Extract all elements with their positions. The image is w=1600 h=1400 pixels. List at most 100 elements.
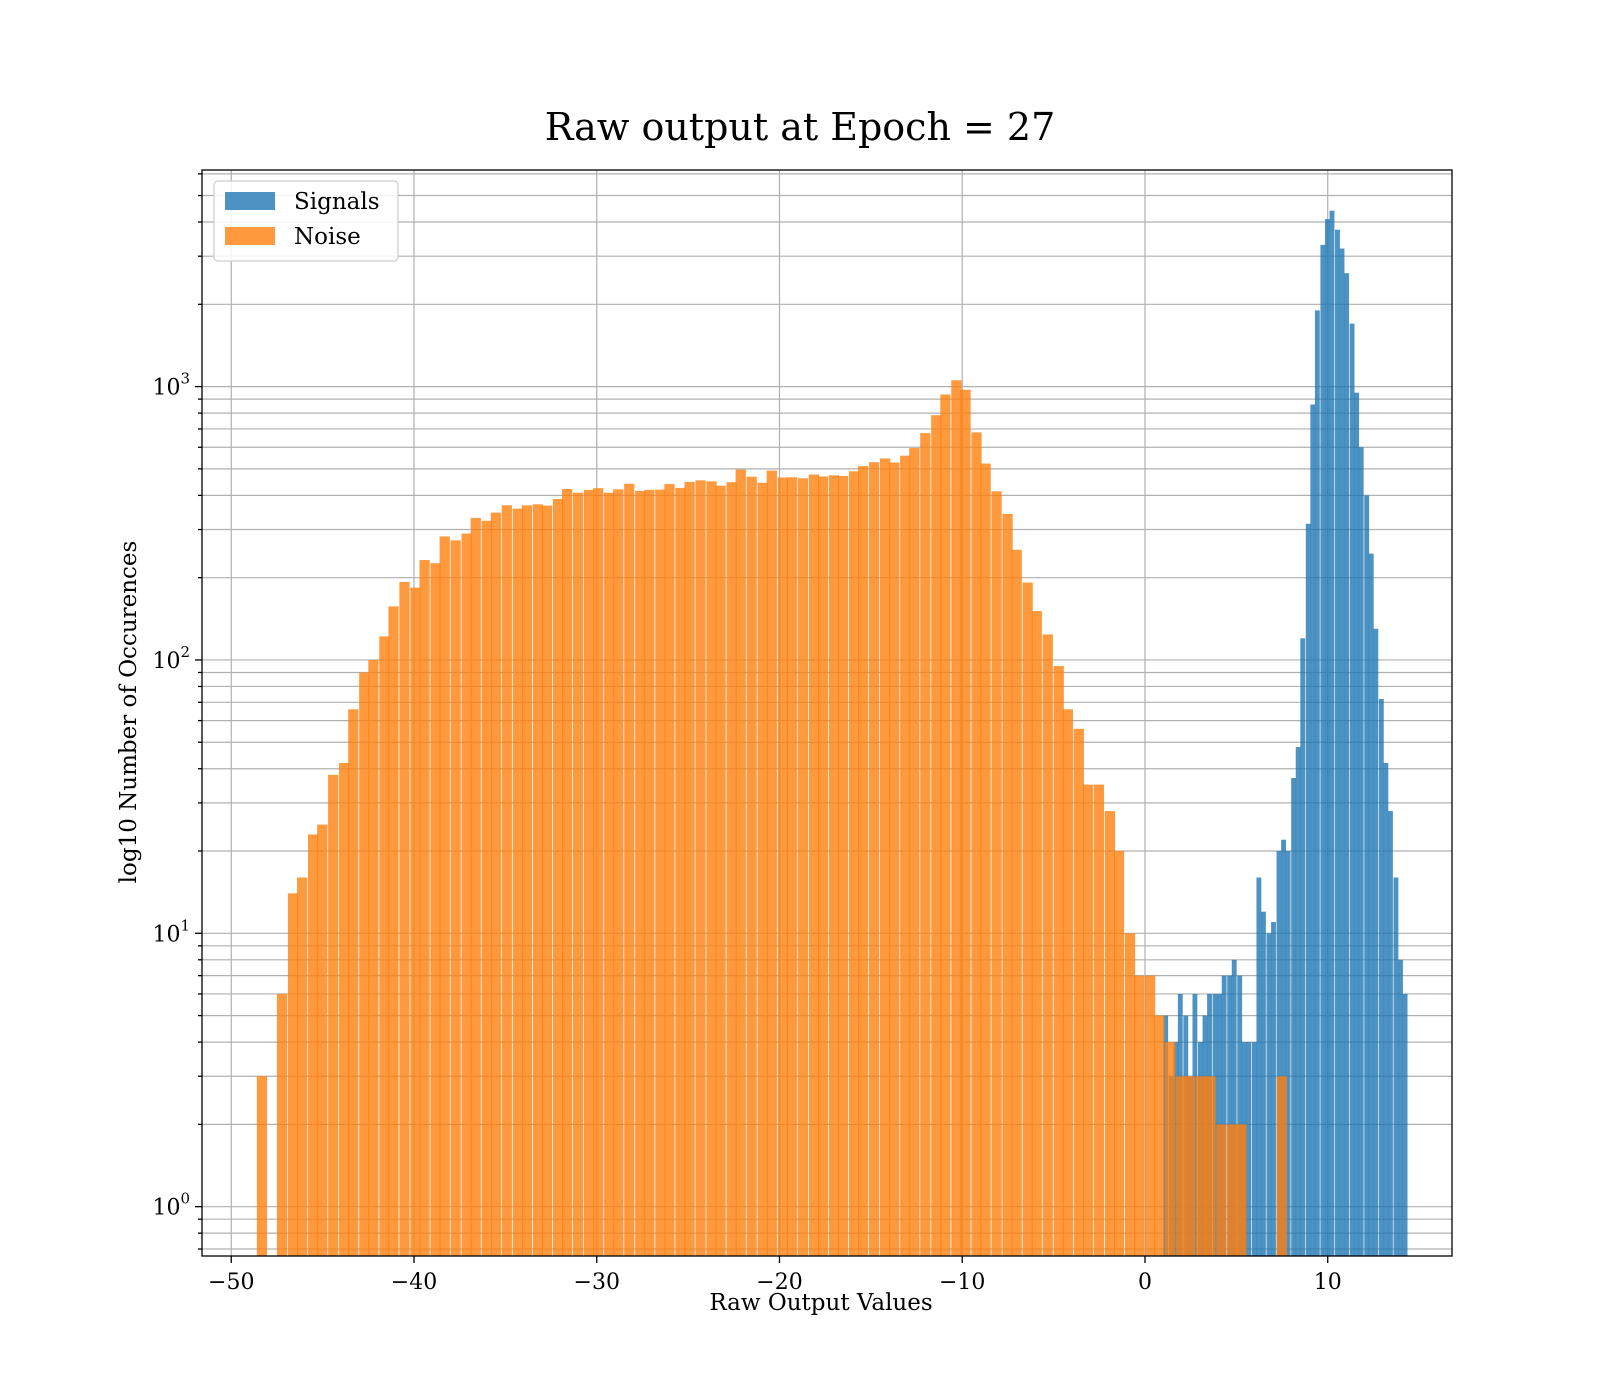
noise-bar (583, 489, 595, 1256)
noise-bar (1104, 811, 1116, 1256)
x-tick-label: −10 (939, 1270, 985, 1295)
signals-bar (1354, 392, 1360, 1256)
noise-bar (1134, 975, 1145, 1256)
noise-bar (931, 415, 942, 1256)
noise-bar (439, 536, 450, 1256)
noise-bar (980, 463, 991, 1256)
signals-bar (1300, 638, 1306, 1256)
noise-bar (501, 505, 512, 1256)
signals-bar (1368, 553, 1374, 1256)
noise-bar (858, 466, 869, 1256)
noise-bar (276, 993, 288, 1256)
noise-bar (552, 498, 564, 1257)
signals-bar (1344, 273, 1350, 1256)
noise-bar (746, 476, 757, 1256)
noise-bar (1196, 1076, 1207, 1256)
noise-bar (715, 485, 726, 1256)
noise-bar (521, 505, 533, 1256)
noise-bar (909, 448, 920, 1256)
noise-bar (419, 560, 430, 1256)
signals-bar (1383, 762, 1389, 1256)
noise-bar (1062, 709, 1073, 1256)
signals-bar (1335, 229, 1340, 1256)
noise-bar (655, 489, 666, 1257)
signals-bar (1393, 877, 1399, 1256)
signals-bar (1364, 495, 1370, 1256)
noise-bar (706, 481, 717, 1256)
noise-bar (359, 672, 370, 1256)
noise-bar (635, 491, 646, 1257)
y-tick-label: 102 (152, 643, 190, 674)
noise-bar (940, 394, 951, 1257)
signals-bar (1314, 310, 1320, 1256)
noise-bar (410, 587, 421, 1256)
noise-bar (1002, 513, 1013, 1256)
noise-bar (624, 483, 635, 1257)
noise-bar (695, 480, 706, 1256)
noise-bar (379, 636, 390, 1256)
noise-bar (786, 477, 798, 1256)
x-axis-ticks: −50 −40 −30 −20 −10 0 10 (208, 1256, 1342, 1295)
signals-bar (1231, 959, 1237, 1256)
noise-bar (532, 504, 544, 1256)
noise-bar (1113, 851, 1125, 1256)
noise-bar (777, 477, 788, 1256)
signals-bar (1261, 911, 1266, 1256)
legend: Signals Noise (213, 180, 399, 262)
signals-bar (1285, 851, 1291, 1256)
noise-bar (828, 475, 840, 1257)
signals-bar (1324, 219, 1330, 1256)
y-axis-label: log10 Number of Occurences (116, 541, 142, 884)
noise-bar (808, 474, 819, 1256)
noise-bar (512, 508, 523, 1256)
noise-bar (1154, 1015, 1165, 1256)
x-tick-label: −30 (574, 1270, 620, 1295)
noise-bar (869, 462, 880, 1256)
noise-bar (593, 488, 604, 1256)
signals-bar (1237, 975, 1243, 1256)
legend-label-signals: Signals (294, 189, 380, 215)
signals-bar (1256, 877, 1262, 1256)
noise-bar (735, 469, 746, 1257)
noise-bar (1216, 1124, 1227, 1256)
signals-bar (1320, 244, 1326, 1257)
noise-bar (541, 505, 553, 1257)
noise-bar (461, 533, 472, 1256)
y-tick-label: 100 (152, 1190, 190, 1221)
noise-bar (837, 475, 849, 1256)
noise-bar (951, 380, 962, 1256)
signals-bar (1402, 993, 1408, 1256)
signals-bar (1358, 447, 1364, 1256)
signals-bar (1227, 975, 1233, 1256)
signals-bar (1246, 1042, 1252, 1256)
noise-bar (562, 489, 573, 1256)
noise-bar (757, 482, 768, 1256)
noise-bar (900, 455, 911, 1256)
noise-bar (797, 478, 808, 1257)
x-tick-label: −50 (208, 1270, 254, 1295)
noise-bar (1205, 1076, 1216, 1256)
noise-bar (1011, 549, 1022, 1256)
noise-bar (1227, 1124, 1238, 1256)
noise-bar (1144, 975, 1156, 1256)
signals-bar (1271, 922, 1276, 1256)
signals-bar (1339, 248, 1345, 1257)
noise-bar (675, 487, 686, 1257)
signals-bar (1276, 851, 1282, 1256)
noise-bar (960, 389, 971, 1256)
noise-bar (450, 540, 461, 1256)
legend-swatch-noise (225, 227, 275, 245)
signals-bar (1305, 523, 1311, 1256)
noise-bar (1165, 1042, 1176, 1256)
noise-bar (481, 520, 492, 1256)
noise-bar (1022, 582, 1033, 1256)
noise-bar (348, 709, 359, 1256)
noise-bar (328, 774, 339, 1256)
x-tick-label: −40 (391, 1270, 437, 1295)
signals-bar (1221, 975, 1227, 1256)
signals-bar (1251, 1042, 1257, 1256)
x-axis-label: Raw Output Values (709, 1290, 932, 1316)
noise-bar (613, 489, 624, 1257)
noise-bar (1276, 1076, 1287, 1256)
noise-bar (920, 433, 931, 1256)
